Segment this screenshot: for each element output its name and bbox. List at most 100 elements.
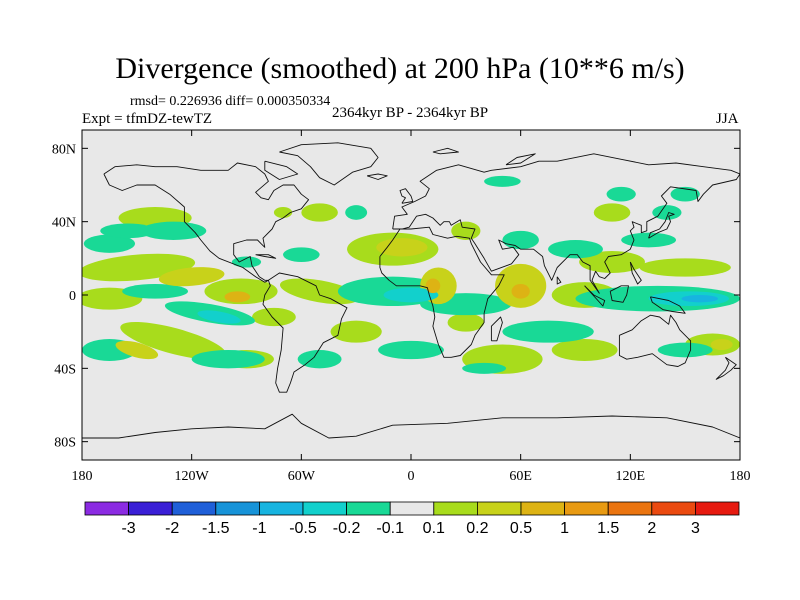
field-blob-1 <box>204 278 278 305</box>
colorbar-bin-8 <box>433 501 478 516</box>
colorbar-label-4: -0.5 <box>289 520 317 537</box>
x-tick-label-0: 180 <box>72 469 93 484</box>
experiment-label: Expt = tfmDZ-tewTZ <box>82 111 213 127</box>
field-blob-40 <box>297 350 342 369</box>
axis-ticks: 180 120W 60W 0 60E 120E 180 80N 40N 0 40S 80S <box>52 130 751 484</box>
coast-uk <box>399 188 414 204</box>
coast-eurasia <box>392 153 740 294</box>
field-blob-14 <box>551 339 618 361</box>
field-blob-51 <box>710 339 733 350</box>
field-blob-58 <box>681 295 719 303</box>
colorbar-bin-9 <box>476 501 522 516</box>
field-blob-22 <box>83 234 136 253</box>
colorbar-bin-13 <box>651 501 696 516</box>
coast-svalbard <box>432 147 459 155</box>
field-blob-8 <box>579 251 645 273</box>
x-tick-label-6: 180 <box>730 469 751 484</box>
y-tick-label-1: 40N <box>52 216 76 231</box>
x-tick-label-4: 60E <box>509 469 532 484</box>
colorbar-bin-11 <box>564 501 609 516</box>
x-tick-label-2: 60W <box>288 469 316 484</box>
colorbar-bin-12 <box>607 501 653 516</box>
colorbar-bin-3 <box>215 501 260 516</box>
coast-japan <box>648 212 675 239</box>
field-blob-53 <box>383 287 439 303</box>
field-blob-56 <box>425 278 441 294</box>
field-blob-32 <box>548 240 603 259</box>
field-blob-33 <box>502 230 539 250</box>
colorbar-label-2: -1.5 <box>202 520 230 537</box>
field-blob-46 <box>158 267 225 287</box>
coast-baffin <box>264 160 299 180</box>
field-blob-29 <box>191 350 265 369</box>
chart-title: Divergence (smoothed) at 200 hPa (10**6 … <box>115 52 685 85</box>
coast-new-zealand <box>715 356 737 380</box>
colorbar-bin-6 <box>346 501 391 516</box>
field-blob-41 <box>283 247 320 262</box>
coast-indonesia <box>584 285 606 307</box>
coast-australia <box>618 314 692 367</box>
coast-cuba <box>255 254 277 259</box>
y-tick-label-3: 40S <box>54 362 76 377</box>
field-blob-17 <box>301 203 338 222</box>
colorbar-bin-5 <box>302 501 347 516</box>
field-blob-21 <box>140 221 207 240</box>
coast-new-guinea <box>649 296 686 314</box>
field-blob-34 <box>502 320 594 343</box>
colorbar-bin-10 <box>520 501 565 516</box>
field-blob-37 <box>652 205 682 220</box>
coast-novaya-zemlya <box>505 153 536 166</box>
stats-label: rmsd= 0.226936 diff= 0.000350334 <box>130 94 331 109</box>
field-blob-9 <box>120 321 227 360</box>
y-tick-label-4: 80S <box>54 436 76 451</box>
colorbar-bin-14 <box>695 501 740 516</box>
colorbar-label-10: 1 <box>560 520 569 537</box>
period-label: 2364kyr BP - 2364kyr BP <box>331 105 489 121</box>
field-blob-15 <box>447 313 485 332</box>
colorbar-label-5: -0.2 <box>333 520 361 537</box>
field-blob-50 <box>115 340 159 360</box>
colorbar-label-6: -0.1 <box>376 520 404 537</box>
colorbar-bin-7 <box>389 501 435 516</box>
coast-sri-lanka <box>556 276 562 285</box>
field-blob-42 <box>231 256 262 268</box>
divergence-field <box>82 175 740 374</box>
field-blob-44 <box>484 175 521 187</box>
field-blob-57 <box>511 284 530 299</box>
colorbar-label-7: 0.1 <box>423 520 445 537</box>
field-blob-3 <box>279 278 360 305</box>
coast-greenland <box>279 142 379 186</box>
coast-south-america <box>262 272 348 393</box>
coast-africa <box>379 226 505 358</box>
colorbar-bin-2 <box>171 501 217 516</box>
field-blob-18 <box>451 221 481 240</box>
field-blob-7 <box>639 258 731 277</box>
coast-antarctica <box>82 413 740 439</box>
coastlines <box>82 142 740 439</box>
field-blob-35 <box>657 342 713 358</box>
coast-madagascar <box>490 316 503 342</box>
colorbar: -3 -2 -1.5 -1 -0.5 -0.2 -0.1 0.1 0.2 0.5 1 1.5 2 3 <box>84 501 740 537</box>
colorbar-label-1: -2 <box>165 520 179 537</box>
colorbar-label-3: -1 <box>252 520 266 537</box>
field-blob-30 <box>100 223 156 239</box>
colorbar-label-11: 1.5 <box>597 520 619 537</box>
field-blob-45 <box>670 186 700 202</box>
colorbar-label-9: 0.5 <box>510 520 532 537</box>
colorbar-bin-1 <box>128 501 173 516</box>
coast-iceland <box>366 173 388 180</box>
field-blob-36 <box>621 232 677 248</box>
colorbar-bin-4 <box>258 501 304 516</box>
y-tick-label-0: 80N <box>52 142 76 157</box>
field-blob-4 <box>251 307 296 327</box>
coast-borneo <box>609 285 629 303</box>
coast-north-america <box>103 162 310 283</box>
colorbar-label-13: 3 <box>691 520 700 537</box>
field-blob-31 <box>345 205 368 220</box>
field-blob-47 <box>376 238 428 257</box>
x-tick-label-3: 0 <box>408 469 415 484</box>
field-blob-11 <box>330 320 382 343</box>
x-tick-label-1: 120W <box>175 469 210 484</box>
field-blob-39 <box>378 340 444 360</box>
season-label: JJA <box>716 111 739 127</box>
